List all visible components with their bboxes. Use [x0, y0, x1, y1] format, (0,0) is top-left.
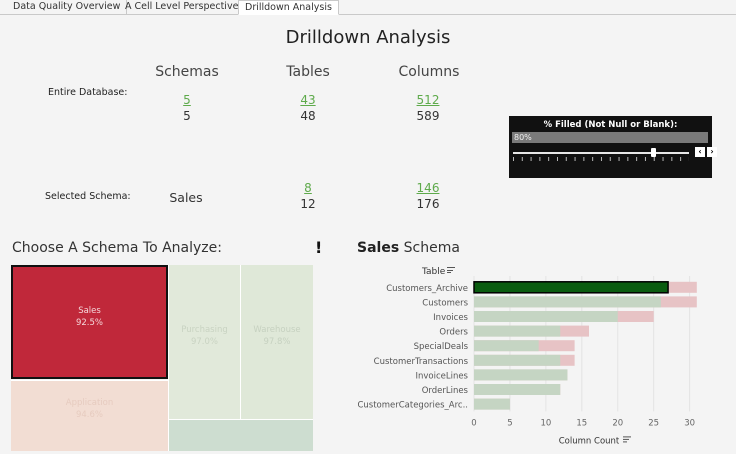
x-tick-label-4: 20 [612, 418, 623, 428]
treemap-cell-warehouse-pct: 97.8% [263, 337, 291, 347]
entire-columns-filled-link[interactable]: 512 [416, 93, 440, 107]
bar-filled-0[interactable] [473, 281, 669, 294]
treemap-cell-application[interactable]: Application 94.6% [11, 380, 168, 451]
table-label-8[interactable]: CustomerCategories_Arc.. [357, 401, 468, 411]
table-label-2[interactable]: Invoices [433, 313, 468, 323]
filter-value-field[interactable]: 80% [512, 132, 708, 143]
table-label-7[interactable]: OrderLines [422, 386, 469, 396]
treemap-cell-purchasing-name: Purchasing [181, 325, 228, 335]
treemap-cell-warehouse-name: Warehouse [253, 325, 301, 335]
table-label-5[interactable]: CustomerTransactions [374, 357, 469, 367]
tab-cell-level-perspective[interactable]: A Cell Level Perspective [119, 0, 246, 15]
percent-filled-filter: % Filled (Not Null or Blank): 80% ‹ › [509, 116, 717, 178]
filter-slider-track[interactable] [513, 152, 689, 154]
bar-filled-4[interactable] [474, 340, 539, 352]
treemap-cell-sales-pct: 92.5% [75, 318, 103, 328]
tab-drilldown-analysis[interactable]: Drilldown Analysis [238, 0, 339, 15]
sort-icon[interactable] [447, 267, 456, 273]
selected-columns-filled-link[interactable]: 146 [416, 181, 440, 195]
bar-filled-1[interactable] [474, 296, 661, 308]
bar-filled-7[interactable] [474, 384, 561, 395]
schema-chart-title-schema: Sales [357, 240, 400, 256]
chevron-left-icon[interactable]: ‹ [695, 147, 705, 157]
bar-filled-3[interactable] [474, 325, 561, 337]
treemap-cell-purchasing[interactable]: Purchasing 97.0% [168, 265, 240, 419]
treemap-cell-application-name: Application [65, 398, 114, 408]
entire-schemas-filled-link[interactable]: 5 [183, 93, 191, 107]
treemap-cell-application-pct: 94.6% [75, 410, 103, 420]
x-tick-label-0: 0 [471, 418, 476, 428]
schema-chart-title-suffix: Schema [399, 240, 460, 256]
x-tick-label-2: 10 [540, 418, 551, 428]
filter-slider-thumb[interactable] [650, 148, 656, 157]
entire-tables-filled-link[interactable]: 43 [300, 93, 316, 107]
table-label-6[interactable]: InvoiceLines [415, 371, 468, 381]
bar-filled-6[interactable] [474, 369, 568, 381]
entire-schemas-total: 5 [183, 109, 191, 123]
bar-filled-8[interactable] [474, 398, 510, 410]
treemap-cell-purchasing-pct: 97.0% [190, 337, 218, 347]
tables-column-header: Tables [286, 64, 330, 80]
x-sort-icon-line-1[interactable] [623, 438, 629, 440]
treemap-cell-sales[interactable]: Sales 92.5% [11, 265, 168, 379]
columns-column-header: Columns [398, 64, 460, 80]
entire-tables-total: 48 [300, 109, 316, 123]
table-label-1[interactable]: Customers [422, 298, 468, 308]
selected-tables-total: 12 [300, 197, 316, 211]
x-tick-label-1: 5 [507, 418, 512, 428]
treemap-cell-warehouse[interactable]: Warehouse 97.8% [240, 265, 313, 419]
table-label-4[interactable]: SpecialDeals [414, 342, 469, 352]
treemap-cell-other[interactable] [168, 419, 313, 451]
selected-schema-label: Selected Schema: [45, 191, 131, 202]
x-sort-icon-line-0[interactable] [623, 436, 631, 438]
x-tick-label-6: 30 [684, 418, 695, 428]
chart-y-label: Table [422, 267, 446, 277]
schema-chart-title: Sales Schema [357, 240, 460, 256]
bar-filled-2[interactable] [474, 311, 618, 322]
selected-columns-total: 176 [416, 197, 440, 211]
filter-slider-ticks [513, 157, 689, 161]
tab-bar: Data Quality Overview A Cell Level Persp… [0, 0, 736, 15]
x-axis-label: Column Count [559, 436, 620, 446]
bar-filled-5[interactable] [474, 354, 561, 366]
entire-columns-total: 589 [416, 109, 440, 123]
filter-title: % Filled (Not Null or Blank): [543, 120, 678, 130]
tab-data-quality-overview[interactable]: Data Quality Overview [7, 0, 128, 15]
table-label-3[interactable]: Orders [439, 328, 468, 338]
alert-indicator: ! [315, 238, 323, 257]
selected-schema-name: Sales [169, 190, 203, 205]
x-tick-label-3: 15 [576, 418, 587, 428]
treemap-title: Choose A Schema To Analyze: [12, 240, 222, 256]
column-count-bar-chart: Customers_Archive Customers Invoices Orders… [357, 276, 697, 446]
entire-database-label: Entire Database: [48, 87, 128, 98]
treemap-cell-sales-name: Sales [78, 306, 101, 316]
schemas-column-header: Schemas [155, 64, 219, 80]
x-tick-label-5: 25 [648, 418, 659, 428]
x-sort-icon-line-2[interactable] [623, 441, 627, 443]
chart-y-header: Table [422, 267, 456, 277]
table-label-0[interactable]: Customers_Archive [386, 284, 468, 294]
page-title: Drilldown Analysis [285, 27, 451, 48]
chevron-right-icon[interactable]: › [707, 147, 717, 157]
selected-tables-filled-link[interactable]: 8 [304, 181, 312, 195]
